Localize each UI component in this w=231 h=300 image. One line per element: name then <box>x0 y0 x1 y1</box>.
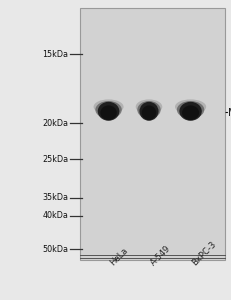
Text: 20kDa: 20kDa <box>42 118 68 127</box>
Text: MRPS25: MRPS25 <box>228 107 231 118</box>
Ellipse shape <box>175 99 206 114</box>
Text: 35kDa: 35kDa <box>42 194 68 202</box>
Text: 15kDa: 15kDa <box>42 50 68 58</box>
Text: 50kDa: 50kDa <box>42 244 68 253</box>
Ellipse shape <box>179 102 202 121</box>
Text: 25kDa: 25kDa <box>42 154 68 164</box>
Text: 40kDa: 40kDa <box>42 212 68 220</box>
Text: HeLa: HeLa <box>109 245 130 267</box>
Ellipse shape <box>94 99 124 114</box>
Ellipse shape <box>95 101 122 118</box>
Ellipse shape <box>98 102 119 121</box>
Ellipse shape <box>182 105 199 120</box>
Ellipse shape <box>136 99 162 114</box>
Bar <box>80 8 225 260</box>
Ellipse shape <box>177 101 204 118</box>
Ellipse shape <box>140 102 158 121</box>
Ellipse shape <box>142 105 156 120</box>
Text: BxPC-3: BxPC-3 <box>191 239 218 267</box>
Ellipse shape <box>100 105 117 120</box>
Ellipse shape <box>137 101 161 118</box>
Text: A-549: A-549 <box>149 243 173 267</box>
